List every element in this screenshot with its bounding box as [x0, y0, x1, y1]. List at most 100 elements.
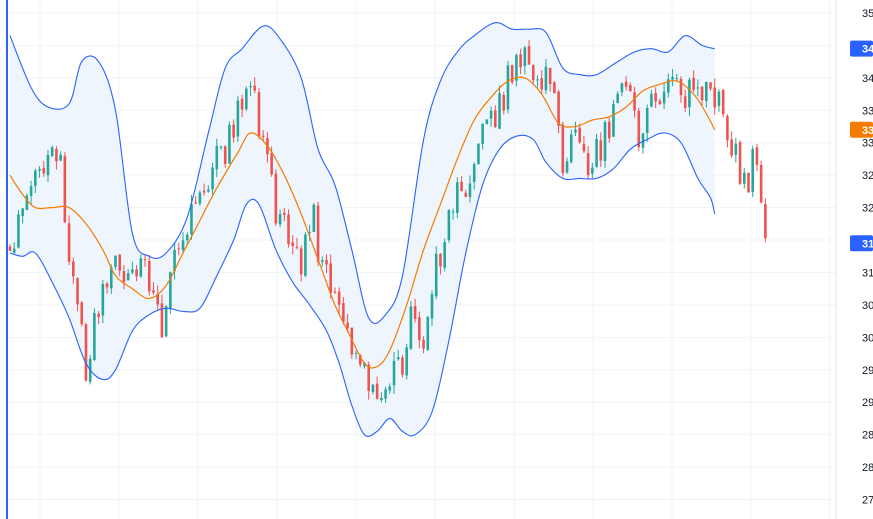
candle[interactable]: [105, 281, 109, 294]
candle[interactable]: [17, 209, 20, 249]
candle[interactable]: [236, 95, 240, 142]
candle[interactable]: [320, 256, 324, 267]
candle[interactable]: [713, 78, 717, 115]
candle[interactable]: [198, 190, 202, 206]
candle[interactable]: [333, 287, 337, 295]
candle[interactable]: [742, 168, 746, 189]
candle[interactable]: [228, 121, 231, 164]
candle[interactable]: [569, 129, 573, 164]
candle[interactable]: [586, 146, 590, 180]
candle[interactable]: [751, 145, 755, 198]
candle[interactable]: [498, 85, 501, 130]
candle[interactable]: [160, 294, 164, 338]
candle[interactable]: [599, 132, 603, 167]
candle[interactable]: [418, 311, 421, 349]
candle[interactable]: [764, 198, 767, 243]
candle[interactable]: [337, 287, 341, 314]
candle[interactable]: [12, 242, 16, 255]
candle[interactable]: [76, 277, 79, 312]
candle[interactable]: [481, 123, 484, 150]
candle[interactable]: [451, 208, 455, 220]
candle[interactable]: [80, 300, 84, 327]
candle[interactable]: [536, 75, 539, 88]
candle[interactable]: [42, 160, 46, 177]
candle[interactable]: [603, 120, 607, 168]
candle[interactable]: [316, 201, 320, 266]
candle[interactable]: [299, 245, 303, 282]
candle[interactable]: [261, 130, 265, 142]
candle[interactable]: [700, 86, 704, 106]
candle[interactable]: [8, 244, 12, 252]
candle[interactable]: [152, 282, 155, 296]
candle[interactable]: [413, 298, 417, 323]
candle[interactable]: [574, 121, 577, 137]
candle[interactable]: [738, 140, 742, 186]
candle[interactable]: [308, 224, 311, 242]
candle[interactable]: [346, 313, 349, 333]
candle[interactable]: [249, 81, 252, 97]
candle[interactable]: [624, 76, 628, 91]
candle[interactable]: [612, 99, 615, 138]
candle[interactable]: [464, 189, 468, 198]
candle[interactable]: [84, 322, 88, 382]
candle[interactable]: [283, 207, 286, 222]
candle[interactable]: [468, 175, 472, 203]
candle[interactable]: [329, 254, 333, 299]
candle[interactable]: [156, 285, 159, 310]
candle[interactable]: [443, 238, 446, 272]
candle[interactable]: [342, 297, 345, 325]
candle[interactable]: [63, 152, 67, 224]
candle[interactable]: [147, 254, 151, 296]
candle[interactable]: [629, 82, 632, 93]
candle[interactable]: [202, 183, 206, 196]
candle[interactable]: [540, 70, 544, 96]
candle[interactable]: [139, 254, 143, 278]
candle[interactable]: [531, 64, 535, 85]
candle[interactable]: [185, 232, 189, 244]
candle[interactable]: [118, 254, 122, 277]
candle[interactable]: [506, 60, 510, 114]
candle[interactable]: [620, 82, 624, 97]
candle[interactable]: [173, 242, 176, 280]
candle[interactable]: [561, 121, 565, 177]
candle[interactable]: [671, 69, 674, 87]
candle[interactable]: [591, 162, 594, 180]
candle[interactable]: [650, 89, 653, 108]
candle[interactable]: [59, 151, 62, 162]
candle[interactable]: [709, 82, 712, 92]
candle[interactable]: [304, 232, 307, 278]
candle[interactable]: [489, 106, 493, 127]
candle[interactable]: [637, 107, 641, 152]
candle[interactable]: [240, 94, 244, 118]
candle[interactable]: [726, 114, 729, 148]
candle[interactable]: [215, 138, 219, 178]
candle[interactable]: [325, 254, 328, 274]
candle[interactable]: [717, 89, 721, 112]
candle[interactable]: [578, 123, 581, 144]
candle[interactable]: [350, 327, 354, 359]
candle[interactable]: [29, 180, 33, 205]
candle[interactable]: [375, 376, 379, 400]
candle[interactable]: [135, 264, 138, 282]
candle[interactable]: [645, 104, 649, 142]
candle[interactable]: [456, 177, 459, 219]
candle[interactable]: [422, 336, 425, 354]
candle[interactable]: [25, 193, 29, 211]
candle[interactable]: [253, 77, 257, 94]
candle[interactable]: [354, 350, 358, 360]
candle[interactable]: [384, 386, 387, 403]
candle[interactable]: [295, 237, 299, 250]
candle[interactable]: [519, 48, 522, 74]
candle[interactable]: [207, 185, 210, 193]
candle[interactable]: [755, 144, 759, 171]
candle[interactable]: [683, 89, 687, 112]
candle[interactable]: [101, 279, 105, 324]
candle[interactable]: [485, 119, 489, 125]
candle[interactable]: [582, 135, 586, 154]
candle[interactable]: [734, 137, 738, 163]
candle[interactable]: [548, 67, 552, 92]
candle[interactable]: [194, 195, 197, 205]
candle[interactable]: [405, 343, 408, 380]
candle[interactable]: [392, 351, 396, 394]
candle[interactable]: [759, 160, 763, 204]
